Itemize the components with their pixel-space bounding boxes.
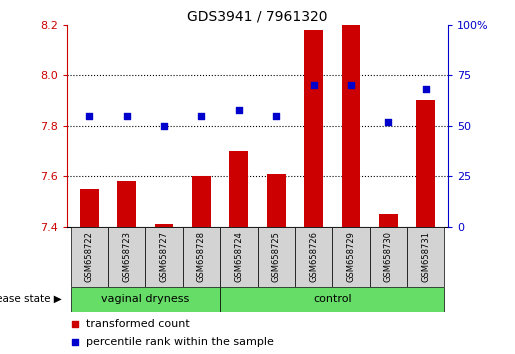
Point bbox=[310, 82, 318, 88]
Point bbox=[235, 107, 243, 112]
Point bbox=[421, 86, 430, 92]
Bar bbox=[71, 227, 108, 287]
Point bbox=[160, 123, 168, 129]
Bar bbox=[295, 227, 332, 287]
Text: GSM658728: GSM658728 bbox=[197, 231, 206, 282]
Bar bbox=[258, 227, 295, 287]
Text: GSM658729: GSM658729 bbox=[347, 231, 355, 282]
Point bbox=[85, 113, 94, 118]
Point bbox=[347, 82, 355, 88]
Bar bbox=[154, 224, 174, 227]
Bar bbox=[117, 181, 136, 227]
Bar bbox=[183, 227, 220, 287]
Title: GDS3941 / 7961320: GDS3941 / 7961320 bbox=[187, 10, 328, 24]
Bar bbox=[332, 227, 370, 287]
Bar bbox=[108, 227, 145, 287]
Text: GSM658731: GSM658731 bbox=[421, 231, 430, 282]
Bar bbox=[407, 227, 444, 287]
Bar bbox=[220, 227, 258, 287]
Point bbox=[384, 119, 392, 125]
Point bbox=[272, 113, 280, 118]
Point bbox=[71, 321, 79, 327]
Bar bbox=[341, 25, 360, 227]
Text: vaginal dryness: vaginal dryness bbox=[101, 294, 190, 304]
Bar bbox=[71, 287, 220, 312]
Point bbox=[123, 113, 131, 118]
Bar bbox=[416, 101, 435, 227]
Text: GSM658730: GSM658730 bbox=[384, 231, 393, 282]
Text: GSM658726: GSM658726 bbox=[309, 231, 318, 282]
Text: GSM658727: GSM658727 bbox=[160, 231, 168, 282]
Text: GSM658724: GSM658724 bbox=[234, 231, 243, 282]
Bar bbox=[379, 214, 398, 227]
Bar bbox=[230, 151, 248, 227]
Bar bbox=[267, 173, 285, 227]
Text: disease state ▶: disease state ▶ bbox=[0, 294, 62, 304]
Bar bbox=[220, 287, 444, 312]
Text: control: control bbox=[313, 294, 352, 304]
Point bbox=[71, 339, 79, 344]
Point bbox=[197, 113, 205, 118]
Text: GSM658723: GSM658723 bbox=[122, 231, 131, 282]
Bar bbox=[192, 176, 211, 227]
Text: transformed count: transformed count bbox=[86, 319, 190, 329]
Text: GSM658725: GSM658725 bbox=[272, 231, 281, 282]
Text: GSM658722: GSM658722 bbox=[85, 231, 94, 282]
Text: percentile rank within the sample: percentile rank within the sample bbox=[86, 337, 274, 347]
Bar bbox=[370, 227, 407, 287]
Bar bbox=[304, 30, 323, 227]
Bar bbox=[145, 227, 183, 287]
Bar bbox=[80, 189, 99, 227]
